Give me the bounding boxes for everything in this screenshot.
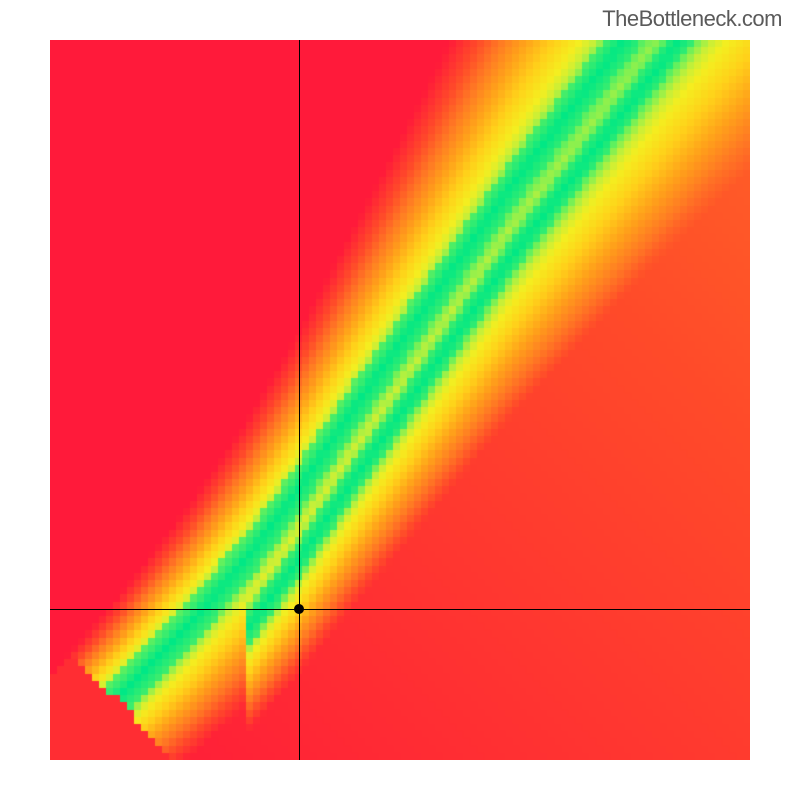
attribution-text: TheBottleneck.com: [602, 6, 782, 32]
heatmap-plot: [50, 40, 750, 760]
heatmap-canvas: [50, 40, 750, 760]
crosshair-vertical: [299, 40, 300, 760]
crosshair-horizontal: [50, 609, 750, 610]
chart-container: TheBottleneck.com: [0, 0, 800, 800]
crosshair-marker: [294, 604, 304, 614]
